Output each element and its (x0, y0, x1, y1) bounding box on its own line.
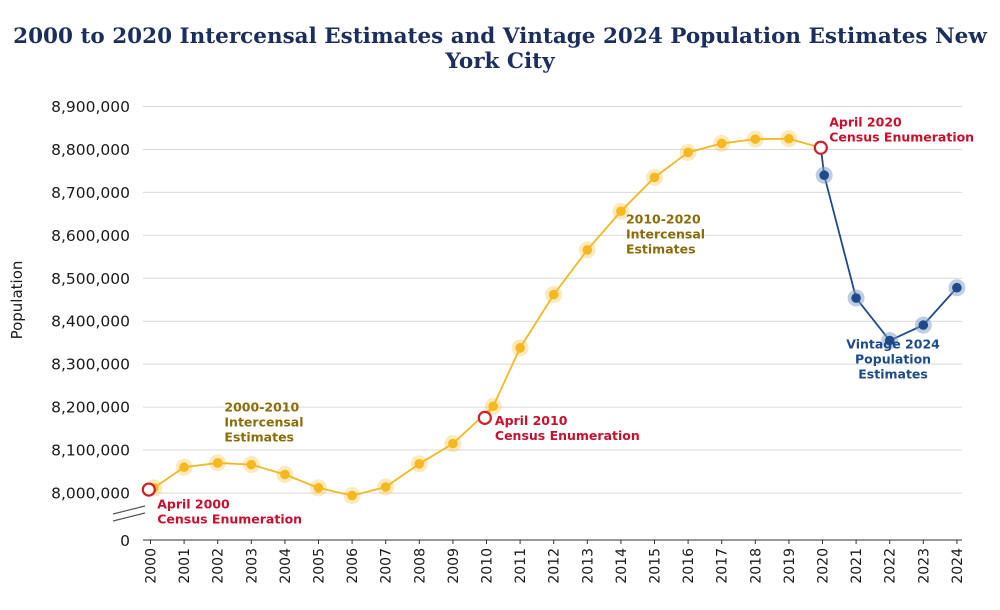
data-point-intercensal (347, 490, 357, 501)
y-tick-label: 8,600,000 (51, 227, 130, 245)
data-point-census (813, 140, 828, 155)
chart-annotation: April 2020 Census Enumeration (829, 115, 974, 145)
x-tick-label: 2015 (648, 548, 664, 584)
x-tick-label: 2006 (345, 548, 361, 584)
data-point-intercensal (515, 343, 525, 353)
chart-annotation: 2010-2020 Intercensal Estimates (626, 211, 705, 256)
x-tick-label: 2017 (715, 548, 731, 584)
annotation-line: Estimates (858, 366, 928, 381)
data-point-census (477, 410, 492, 425)
y-tick-label: 8,500,000 (51, 270, 130, 288)
data-point-intercensal (784, 133, 794, 144)
annotation-line: April 2000 (157, 496, 230, 511)
x-tick-label: 2009 (446, 548, 462, 584)
axis-break-mark (112, 512, 146, 522)
annotation-line: April 2010 (495, 413, 568, 428)
y-tick-label: 8,400,000 (51, 313, 130, 331)
data-point-intercensal (313, 483, 324, 493)
x-tick-label: 2000 (144, 548, 160, 584)
annotation-line: 2010-2020 (626, 211, 701, 226)
series-line-vintage (823, 174, 958, 342)
x-tick-label: 2023 (916, 548, 932, 584)
chart-annotation: 2000-2010 Intercensal Estimates (224, 399, 303, 444)
data-point-intercensal (716, 138, 727, 149)
annotation-line: 2000-2010 (224, 399, 299, 414)
data-point-vintage (918, 320, 929, 330)
x-tick-label: 2013 (580, 548, 596, 584)
x-tick-label: 2004 (278, 548, 294, 584)
data-point-intercensal (448, 438, 458, 449)
y-tick-label: 8,900,000 (51, 98, 130, 116)
chart-annotation: Vintage 2024 Population Estimates (846, 336, 940, 381)
data-point-intercensal (414, 458, 425, 469)
data-point-vintage (952, 282, 962, 293)
chart-annotation: April 2000 Census Enumeration (157, 496, 302, 526)
x-tick-label: 2005 (312, 548, 328, 584)
x-tick-label: 2002 (211, 548, 227, 584)
annotation-line: April 2020 (829, 115, 902, 130)
x-tick-label: 2020 (816, 548, 832, 584)
data-point-intercensal (750, 134, 761, 144)
annotation-line: Census Enumeration (829, 130, 974, 145)
annotation-line: Intercensal (626, 226, 705, 241)
x-tick-label: 2024 (950, 548, 966, 584)
data-point-intercensal (488, 401, 499, 412)
x-tick-label: 2019 (782, 548, 798, 584)
axis-break-mark (112, 505, 146, 515)
series-line-intercensal (153, 137, 789, 497)
x-tick-label: 2012 (547, 548, 563, 584)
data-point-census (141, 482, 156, 497)
data-point-intercensal (212, 458, 223, 468)
data-point-intercensal (649, 172, 660, 183)
y-tick-label: 8,000,000 (51, 485, 130, 503)
annotation-line: Estimates (626, 241, 696, 256)
x-tick-label: 2003 (244, 548, 260, 584)
x-tick-label: 2021 (849, 548, 865, 584)
x-tick-label: 2018 (748, 548, 764, 584)
data-point-vintage (851, 293, 861, 303)
x-tick-label: 2011 (513, 548, 529, 584)
data-point-vintage (884, 335, 895, 346)
x-tick-label: 2001 (177, 548, 193, 584)
y-tick-label: 8,700,000 (51, 184, 130, 202)
y-tick-label: 8,200,000 (51, 399, 130, 417)
y-tick-label-zero: 0 (120, 532, 130, 550)
annotation-line: Population (855, 351, 931, 366)
data-point-intercensal (280, 469, 290, 480)
chart-annotation: April 2010 Census Enumeration (495, 413, 640, 443)
x-tick-label: 2007 (379, 548, 395, 584)
data-point-intercensal (179, 462, 189, 473)
x-tick-label: 2022 (883, 548, 899, 584)
y-tick-label: 8,300,000 (51, 356, 130, 374)
data-point-intercensal (683, 147, 693, 158)
data-point-intercensal (548, 289, 559, 300)
annotation-line: Census Enumeration (157, 511, 302, 526)
x-tick-label: 2008 (412, 548, 428, 584)
annotation-line: Intercensal (224, 414, 303, 429)
x-tick-label: 2016 (681, 548, 697, 584)
data-point-intercensal (616, 206, 626, 217)
annotation-line: Census Enumeration (495, 428, 640, 443)
annotation-line: Estimates (224, 429, 294, 444)
y-axis-label: Population (8, 261, 26, 340)
data-point-intercensal (380, 482, 391, 492)
data-point-intercensal (246, 459, 257, 470)
chart-title: 2000 to 2020 Intercensal Estimates and V… (13, 24, 987, 74)
data-point-intercensal (582, 245, 593, 255)
y-tick-label: 8,100,000 (51, 442, 130, 460)
y-tick-label: 8,800,000 (51, 141, 130, 159)
x-tick-label: 2010 (480, 548, 496, 584)
data-point-vintage (819, 170, 829, 181)
x-tick-label: 2014 (614, 548, 630, 584)
annotation-line: Vintage 2024 (846, 336, 940, 351)
